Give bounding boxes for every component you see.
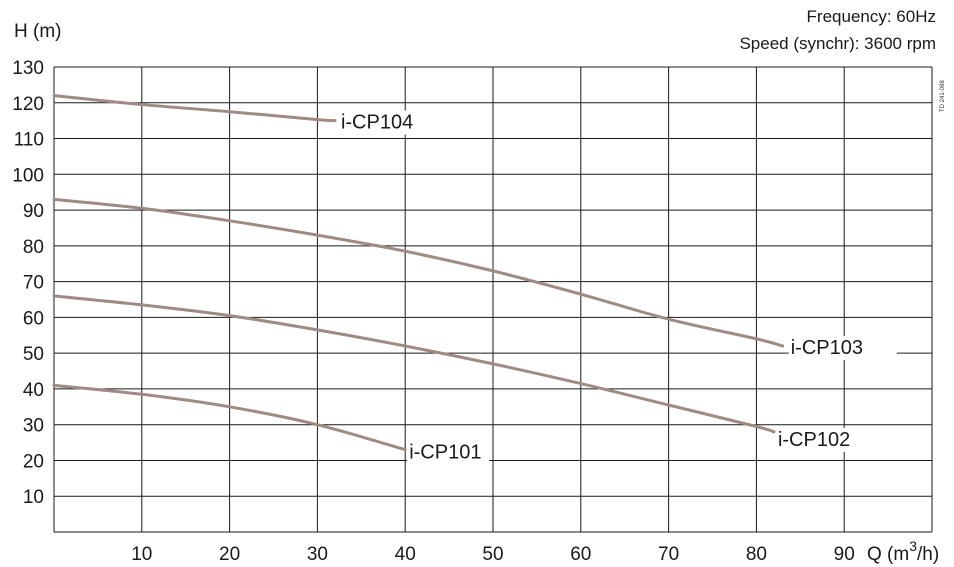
x-tick-label: 50 — [482, 544, 503, 565]
series-curve-i-cp104 — [52, 94, 337, 123]
series-label-bg — [338, 110, 447, 135]
x-tick-label: 40 — [395, 544, 416, 565]
x-tick-label: 90 — [834, 544, 855, 565]
x-tick-label: 20 — [219, 544, 240, 565]
y-tick-label: 80 — [23, 237, 44, 258]
series-curve-i-cp102 — [52, 294, 776, 434]
y-tick-label: 20 — [23, 451, 44, 472]
y-tick-label: 90 — [23, 201, 44, 222]
series-curve-i-cp101 — [52, 383, 407, 452]
series-label-i-cp102: i-CP102 — [778, 429, 850, 451]
series-label-i-cp101: i-CP101 — [409, 442, 481, 464]
series-label-bg — [788, 336, 897, 360]
series-label-i-cp104: i-CP104 — [341, 112, 413, 134]
y-tick-label: 10 — [23, 487, 44, 508]
series-labels: i-CP104 i-CP103 i-CP102 i-CP101 — [338, 110, 897, 465]
x-tick-label: 30 — [307, 544, 328, 565]
y-tick-label: 70 — [23, 273, 44, 294]
x-tick-label: 70 — [658, 544, 679, 565]
x-axis-label: Q (m3/h) — [867, 538, 939, 565]
series-curves — [52, 94, 785, 452]
y-tick-label: 120 — [12, 94, 44, 115]
y-tick-label: 50 — [23, 344, 44, 365]
x-tick-label: 10 — [131, 544, 152, 565]
speed-text: Speed (synchr): 3600 rpm — [739, 34, 936, 53]
series-label-bg — [775, 427, 858, 452]
y-tick-label: 60 — [23, 308, 44, 329]
y-tick-label: 100 — [12, 165, 44, 186]
y-tick-label: 40 — [23, 380, 44, 401]
series-curve-i-cp103 — [52, 197, 785, 348]
series-label-bg — [407, 440, 490, 465]
x-tick-label: 80 — [746, 544, 767, 565]
y-tick-label: 130 — [12, 58, 44, 79]
tick-labels: 10 20 30 40 50 60 70 80 90 100 110 120 130 10 20 30 40 50… — [12, 58, 854, 565]
y-axis-label: H (m) — [14, 21, 61, 42]
y-tick-label: 110 — [14, 130, 44, 151]
y-tick-label: 30 — [23, 416, 44, 437]
document-code: TD 241-088 — [940, 80, 946, 112]
grid-lines — [53, 66, 933, 533]
frequency-text: Frequency: 60Hz — [807, 7, 936, 26]
x-tick-label: 60 — [570, 544, 591, 565]
series-label-i-cp103: i-CP103 — [791, 337, 863, 359]
